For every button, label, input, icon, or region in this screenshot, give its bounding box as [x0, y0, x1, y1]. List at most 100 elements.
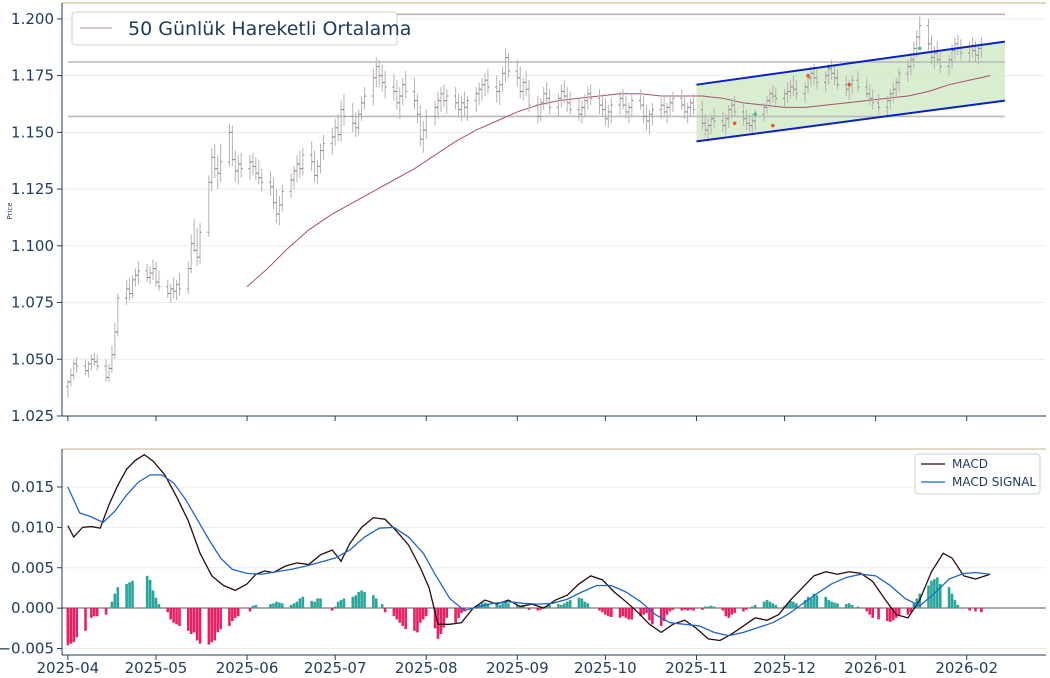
ohlc-bar — [483, 73, 487, 97]
ohlc-bar — [145, 263, 149, 283]
ohlc-bar — [254, 157, 258, 180]
ohlc-bar — [445, 89, 449, 115]
ohlc-bar — [926, 18, 931, 51]
macd-histogram-bar — [360, 590, 363, 609]
macd-histogram-bar — [721, 608, 725, 611]
macd-histogram-bar — [234, 608, 237, 618]
macd-histogram-bar — [639, 608, 642, 617]
ohlc-bar — [762, 102, 766, 121]
ohlc-bar — [251, 152, 255, 176]
ohlc-bar — [803, 82, 807, 103]
ohlc-bar — [647, 109, 652, 135]
macd-histogram-bar — [187, 608, 190, 631]
macd-histogram-bar — [495, 604, 499, 609]
macd-histogram-bar — [724, 608, 728, 617]
macd-histogram-bar — [316, 598, 319, 609]
ohlc-bar — [897, 68, 901, 92]
macd-histogram-bar — [683, 608, 687, 610]
ohlc-bar — [116, 293, 120, 337]
macd-histogram-bar — [953, 600, 957, 609]
ohlc-bar — [277, 195, 281, 226]
ohlc-bar — [83, 359, 88, 376]
channel-upper-line — [696, 40, 1006, 86]
ohlc-bar — [586, 86, 590, 110]
macd-histogram-bar — [795, 603, 798, 609]
macd-histogram-bar — [433, 608, 437, 629]
macd-histogram-bar — [419, 608, 422, 623]
ohlc-bar — [442, 84, 446, 108]
macd-histogram-bar — [562, 603, 566, 609]
macd-histogram-bar — [125, 583, 128, 609]
macd-histogram-bar — [192, 608, 196, 633]
ohlc-bar — [69, 368, 73, 387]
macd-histogram-bar — [645, 608, 648, 613]
macd-histogram-bar — [72, 608, 76, 643]
ohlc-bar — [621, 89, 625, 110]
ohlc-bar — [794, 80, 798, 101]
ohlc-bar — [172, 277, 176, 298]
ohlc-bar — [424, 109, 428, 140]
ohlc-bar — [976, 43, 981, 65]
macd-histogram-bar — [621, 608, 625, 617]
ohlc-bar — [230, 125, 234, 167]
price-y-tick-label: 1.150 — [11, 123, 54, 141]
macd-histogram-bar — [557, 604, 560, 609]
ohlc-bar — [589, 84, 593, 106]
ohlc-bar — [824, 71, 828, 92]
ohlc-bar — [774, 86, 778, 106]
macd-histogram-bar — [292, 603, 296, 609]
ohlc-bar — [747, 114, 751, 133]
ohlc-bar — [683, 96, 687, 119]
macd-histogram-bar — [668, 608, 672, 612]
ohlc-bar — [829, 59, 834, 81]
macd-histogram-bar — [527, 608, 531, 610]
ohlc-bar — [876, 93, 881, 115]
ohlc-bar — [336, 114, 340, 142]
ohlc-bar — [706, 118, 710, 140]
macd-histogram-bar — [824, 596, 828, 609]
ohlc-bar — [639, 89, 643, 110]
ohlc-bar — [462, 91, 467, 117]
ohlc-marker — [753, 112, 758, 116]
macd-histogram-bar — [753, 604, 757, 609]
macd-histogram-bar — [936, 577, 939, 609]
ohlc-bar — [500, 66, 505, 92]
ohlc-bar — [788, 80, 793, 99]
ohlc-bar — [213, 143, 217, 178]
macd-histogram-bar — [178, 608, 181, 626]
ohlc-bar — [771, 84, 775, 103]
macd-histogram-bar — [198, 608, 202, 644]
ohlc-bar — [239, 152, 243, 178]
ohlc-bar — [556, 93, 561, 117]
macd-histogram-bar — [416, 608, 419, 633]
macd-histogram-bar — [372, 595, 375, 609]
macd-y-tick-label: −0.005 — [0, 640, 54, 658]
price-legend-box — [71, 11, 398, 46]
price-panel: 1.025 1.050 1.075 1.100 1.125 1.150 1.175 1.200… — [6, 2, 1046, 425]
macd-histogram-bar — [730, 608, 734, 615]
ohlc-bar — [536, 96, 540, 124]
macd-histogram-bar — [254, 604, 258, 609]
ohlc-bar — [580, 100, 584, 124]
ohlc-bar — [495, 75, 499, 103]
ohlc-bar — [744, 109, 748, 131]
ohlc-bar — [75, 357, 79, 373]
price-legend-label: 50 Günlük Hareketli Ortalama — [128, 18, 411, 40]
ohlc-bar — [454, 86, 458, 110]
ohlc-marker — [771, 123, 775, 128]
macd-histogram-bar — [609, 608, 613, 618]
macd-histogram-bar — [319, 598, 322, 609]
macd-histogram-bar — [938, 583, 942, 609]
ohlc-bar — [662, 96, 666, 117]
macd-histogram-bar — [897, 608, 901, 617]
macd-histogram-bar — [745, 608, 748, 610]
macd-signal-line — [67, 474, 991, 637]
ohlc-bar — [597, 89, 602, 115]
macd-histogram-bar — [498, 604, 501, 609]
macd-histogram-bar — [486, 603, 490, 609]
ohlc-bar — [351, 102, 355, 133]
ohlc-bar — [439, 86, 443, 112]
macd-histogram-bar — [380, 604, 384, 609]
macd-histogram-bar — [501, 603, 504, 609]
macd-histogram-bar — [148, 579, 152, 609]
